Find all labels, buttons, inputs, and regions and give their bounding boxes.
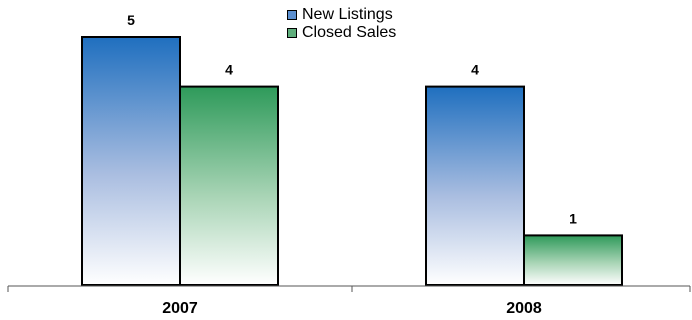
legend-swatch-closed-sales bbox=[287, 28, 297, 38]
legend-label-closed-sales: Closed Sales bbox=[302, 24, 397, 41]
legend-item-closed-sales: Closed Sales bbox=[287, 24, 396, 42]
x-axis: 2007 2008 bbox=[7, 285, 691, 317]
legend: New Listings Closed Sales bbox=[287, 6, 396, 42]
x-tick-label-2008: 2008 bbox=[506, 300, 542, 317]
bar-closed-sales-2008 bbox=[523, 234, 623, 286]
bar-closed-sales-2007 bbox=[179, 85, 279, 286]
legend-swatch-new-listings bbox=[287, 10, 297, 20]
bars-group: 5 4 4 1 bbox=[81, 12, 623, 286]
data-label-closed-sales-2008: 1 bbox=[569, 210, 577, 226]
data-label-new-listings-2007: 5 bbox=[127, 12, 135, 28]
bar-new-listings-2007 bbox=[81, 36, 181, 286]
legend-label-new-listings: New Listings bbox=[302, 6, 393, 23]
legend-item-new-listings: New Listings bbox=[287, 6, 396, 24]
bar-new-listings-2008 bbox=[425, 85, 525, 286]
data-label-new-listings-2008: 4 bbox=[471, 62, 479, 78]
x-tick-label-2007: 2007 bbox=[162, 300, 198, 317]
data-label-closed-sales-2007: 4 bbox=[225, 62, 233, 78]
